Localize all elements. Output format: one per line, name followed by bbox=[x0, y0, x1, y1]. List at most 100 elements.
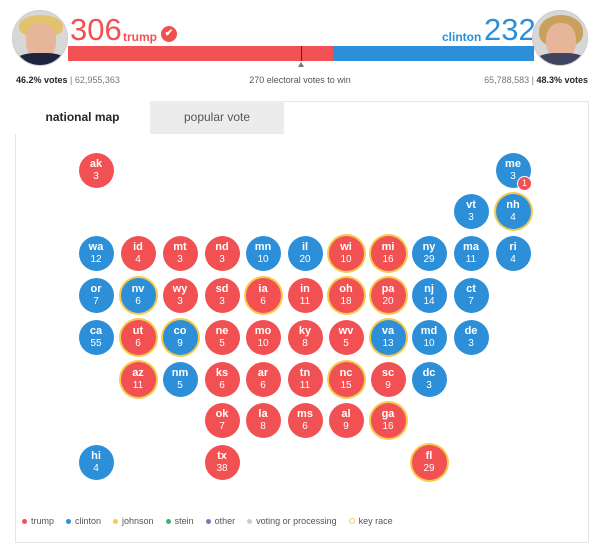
state-electoral-votes: 11 bbox=[299, 379, 311, 391]
state-electoral-votes: 9 bbox=[177, 337, 183, 349]
view-tabs: national map popular vote bbox=[15, 101, 284, 134]
state-abbrev: il bbox=[301, 240, 309, 253]
state-abbrev: nc bbox=[339, 366, 353, 379]
state-tile-il[interactable]: il 20 bbox=[287, 235, 323, 271]
clinton-vote-count: 65,788,583 bbox=[484, 75, 530, 85]
state-tile-nj[interactable]: nj 14 bbox=[411, 277, 447, 313]
state-electoral-votes: 6 bbox=[219, 379, 225, 391]
state-tile-oh[interactable]: oh 18 bbox=[328, 277, 364, 313]
state-abbrev: nh bbox=[506, 198, 520, 211]
state-abbrev: md bbox=[420, 324, 438, 337]
state-electoral-votes: 3 bbox=[510, 170, 516, 182]
state-tile-tn[interactable]: tn 11 bbox=[287, 361, 323, 397]
state-tile-ne[interactable]: ne 5 bbox=[204, 319, 240, 355]
state-tile-va[interactable]: va 13 bbox=[370, 319, 406, 355]
map-legend: trump clinton johnson stein other voting or p… bbox=[22, 515, 405, 527]
state-tile-nc[interactable]: nc 15 bbox=[328, 361, 364, 397]
legend-label: stein bbox=[174, 516, 194, 526]
state-tile-mo[interactable]: mo 10 bbox=[245, 319, 281, 355]
state-abbrev: dc bbox=[422, 366, 436, 379]
state-tile-mi[interactable]: mi 16 bbox=[370, 235, 406, 271]
state-tile-nh[interactable]: nh 4 bbox=[495, 193, 531, 229]
state-abbrev: ak bbox=[89, 157, 103, 170]
state-abbrev: ny bbox=[422, 240, 436, 253]
state-tile-ct[interactable]: ct 7 bbox=[453, 277, 489, 313]
state-abbrev: mn bbox=[254, 240, 272, 253]
state-tile-al[interactable]: al 9 bbox=[328, 402, 364, 438]
state-tile-ks[interactable]: ks 6 bbox=[204, 361, 240, 397]
state-tile-ok[interactable]: ok 7 bbox=[204, 402, 240, 438]
tab-national-map[interactable]: national map bbox=[15, 101, 150, 134]
state-tile-nm[interactable]: nm 5 bbox=[162, 361, 198, 397]
legend-dot-icon bbox=[66, 518, 72, 524]
legend-item-trump: trump bbox=[22, 516, 54, 526]
state-tile-sd[interactable]: sd 3 bbox=[204, 277, 240, 313]
legend-item-other: other bbox=[205, 516, 236, 526]
tab-popular-vote[interactable]: popular vote bbox=[150, 101, 284, 134]
state-abbrev: nm bbox=[171, 366, 189, 379]
state-tile-in[interactable]: in 11 bbox=[287, 277, 323, 313]
state-electoral-votes: 4 bbox=[510, 211, 516, 223]
state-tile-ma[interactable]: ma 11 bbox=[453, 235, 489, 271]
state-tile-tx[interactable]: tx 38 bbox=[204, 444, 240, 480]
state-electoral-votes: 8 bbox=[302, 337, 308, 349]
state-electoral-votes: 8 bbox=[260, 420, 266, 432]
state-tile-id[interactable]: id 4 bbox=[120, 235, 156, 271]
state-tile-ak[interactable]: ak 3 bbox=[78, 152, 114, 188]
legend-item-stein: stein bbox=[165, 516, 194, 526]
state-tile-pa[interactable]: pa 20 bbox=[370, 277, 406, 313]
state-abbrev: ok bbox=[215, 407, 229, 420]
state-abbrev: mi bbox=[381, 240, 395, 253]
state-tile-mn[interactable]: mn 10 bbox=[245, 235, 281, 271]
state-tile-la[interactable]: la 8 bbox=[245, 402, 281, 438]
state-abbrev: ri bbox=[509, 240, 517, 253]
state-tile-ri[interactable]: ri 4 bbox=[495, 235, 531, 271]
state-abbrev: ma bbox=[463, 240, 479, 253]
state-tile-ar[interactable]: ar 6 bbox=[245, 361, 281, 397]
state-abbrev: va bbox=[381, 324, 395, 337]
state-tile-vt[interactable]: vt 3 bbox=[453, 193, 489, 229]
state-electoral-votes: 20 bbox=[382, 295, 394, 307]
state-tile-dc[interactable]: dc 3 bbox=[411, 361, 447, 397]
key-race-ring-icon bbox=[348, 518, 355, 524]
state-tile-az[interactable]: az 11 bbox=[120, 361, 156, 397]
state-tile-wv[interactable]: wv 5 bbox=[328, 319, 364, 355]
state-electoral-votes: 10 bbox=[257, 337, 269, 349]
state-tile-ia[interactable]: ia 6 bbox=[245, 277, 281, 313]
state-tile-or[interactable]: or 7 bbox=[78, 277, 114, 313]
state-tile-ga[interactable]: ga 16 bbox=[370, 402, 406, 438]
legend-label: other bbox=[214, 516, 236, 526]
state-electoral-votes: 20 bbox=[299, 253, 311, 265]
state-tile-co[interactable]: co 9 bbox=[162, 319, 198, 355]
state-tile-fl[interactable]: fl 29 bbox=[411, 444, 447, 480]
state-tile-ms[interactable]: ms 6 bbox=[287, 402, 323, 438]
state-abbrev: ia bbox=[258, 282, 268, 295]
state-tile-de[interactable]: de 3 bbox=[453, 319, 489, 355]
legend-item-johnson: johnson bbox=[113, 516, 154, 526]
state-tile-ca[interactable]: ca 55 bbox=[78, 319, 114, 355]
state-tile-wi[interactable]: wi 10 bbox=[328, 235, 364, 271]
state-tile-sc[interactable]: sc 9 bbox=[370, 361, 406, 397]
state-tile-wa[interactable]: wa 12 bbox=[78, 235, 114, 271]
state-tile-mt[interactable]: mt 3 bbox=[162, 235, 198, 271]
trump-avatar bbox=[12, 10, 68, 66]
legend-label: key race bbox=[358, 516, 393, 526]
legend-label: clinton bbox=[75, 516, 102, 526]
state-tile-hi[interactable]: hi 4 bbox=[78, 444, 114, 480]
state-tile-ut[interactable]: ut 6 bbox=[120, 319, 156, 355]
state-tile-nv[interactable]: nv 6 bbox=[120, 277, 156, 313]
state-abbrev: ky bbox=[298, 324, 312, 337]
state-tile-ny[interactable]: ny 29 bbox=[411, 235, 447, 271]
legend-dot-icon bbox=[205, 518, 211, 524]
state-electoral-votes: 10 bbox=[257, 253, 269, 265]
state-tile-ky[interactable]: ky 8 bbox=[287, 319, 323, 355]
state-tile-wy[interactable]: wy 3 bbox=[162, 277, 198, 313]
legend-item-clinton: clinton bbox=[66, 516, 101, 526]
state-tile-nd[interactable]: nd 3 bbox=[204, 235, 240, 271]
state-tile-md[interactable]: md 10 bbox=[411, 319, 447, 355]
state-electoral-votes: 5 bbox=[219, 337, 225, 349]
state-electoral-votes: 11 bbox=[465, 253, 477, 265]
state-abbrev: sc bbox=[381, 366, 395, 379]
state-abbrev: sd bbox=[215, 282, 229, 295]
win-threshold-arrow-icon bbox=[298, 62, 304, 67]
